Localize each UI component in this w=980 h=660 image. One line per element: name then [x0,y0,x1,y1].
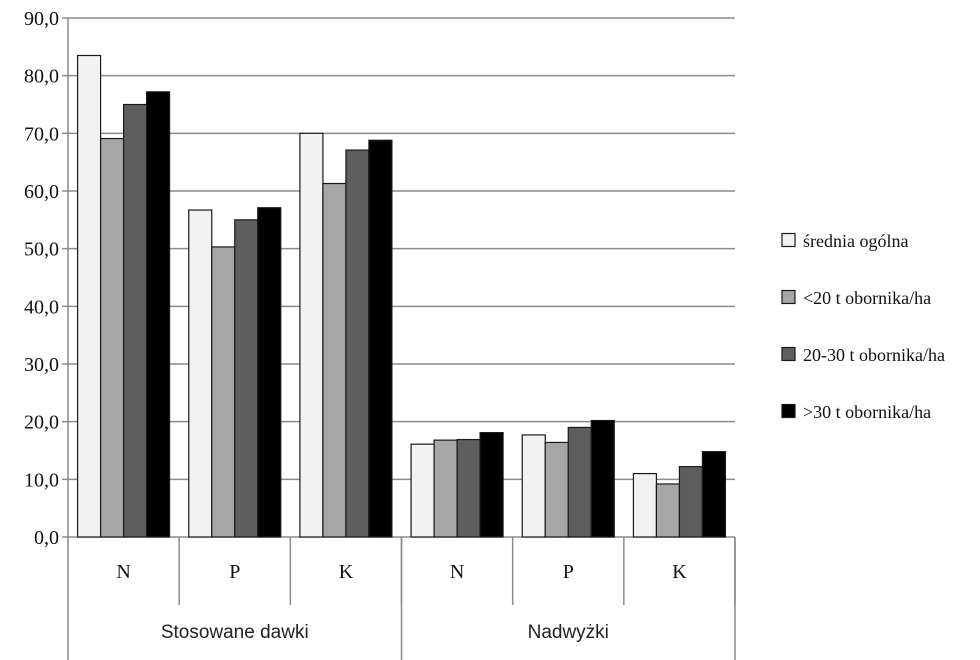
y-tick-label: 30,0 [24,354,59,376]
bar [188,209,213,538]
bar [122,103,148,538]
x-category-label: K [339,561,354,583]
bar [211,246,236,538]
legend-label: średnia ogólna [803,231,908,251]
x-category-label: P [229,561,240,583]
bars [76,54,727,538]
legend: średnia ogólna <20 t obornika/ha 20-30 t o… [781,231,945,422]
x-category-label: K [672,561,687,583]
y-tick-label: 40,0 [24,296,59,318]
bar [632,472,658,538]
legend-swatch [781,232,796,248]
bar [590,419,615,538]
y-tick-label: 70,0 [24,123,59,145]
x-category-label: N [450,561,464,583]
bar [368,139,393,538]
y-tick-label: 80,0 [24,66,59,88]
legend-swatch [781,289,796,305]
bar [345,149,370,538]
axes [62,17,736,660]
legend-label: <20 t obornika/ha [803,288,931,308]
bar [479,432,504,538]
x-category-label: N [116,561,130,583]
legend-swatch [781,346,796,362]
bar [410,443,435,538]
y-tick-label: 20,0 [24,412,59,434]
y-tick-label: 50,0 [24,239,59,261]
bar [655,483,681,538]
bar [678,466,704,538]
legend-label: >30 t obornika/ha [803,402,931,422]
x-group-label: Stosowane dawki [161,622,309,643]
bar [299,132,324,538]
bar [456,438,481,538]
y-tick-label: 60,0 [24,181,59,203]
bar [322,182,347,538]
bar [257,207,282,538]
bar [701,451,727,538]
bar [433,439,458,538]
x-category-label: P [563,561,574,583]
gridlines [68,17,735,481]
bar [544,441,569,538]
legend-swatch [781,403,796,419]
bar [567,426,592,538]
legend-label: 20-30 t obornika/ha [803,345,945,365]
x-group-label: Nadwyżki [528,622,609,643]
axis-labels: 0,0 10,0 20,0 30,0 40,0 50,0 60,0 70,0 80,0 90,0 N… [24,8,687,643]
bar [145,91,171,538]
bar [521,434,546,538]
bar [76,54,102,538]
y-tick-label: 10,0 [24,469,59,491]
bar [234,219,259,538]
y-tick-label: 90,0 [24,8,59,30]
y-tick-label: 0,0 [34,527,59,549]
bar [99,137,125,538]
